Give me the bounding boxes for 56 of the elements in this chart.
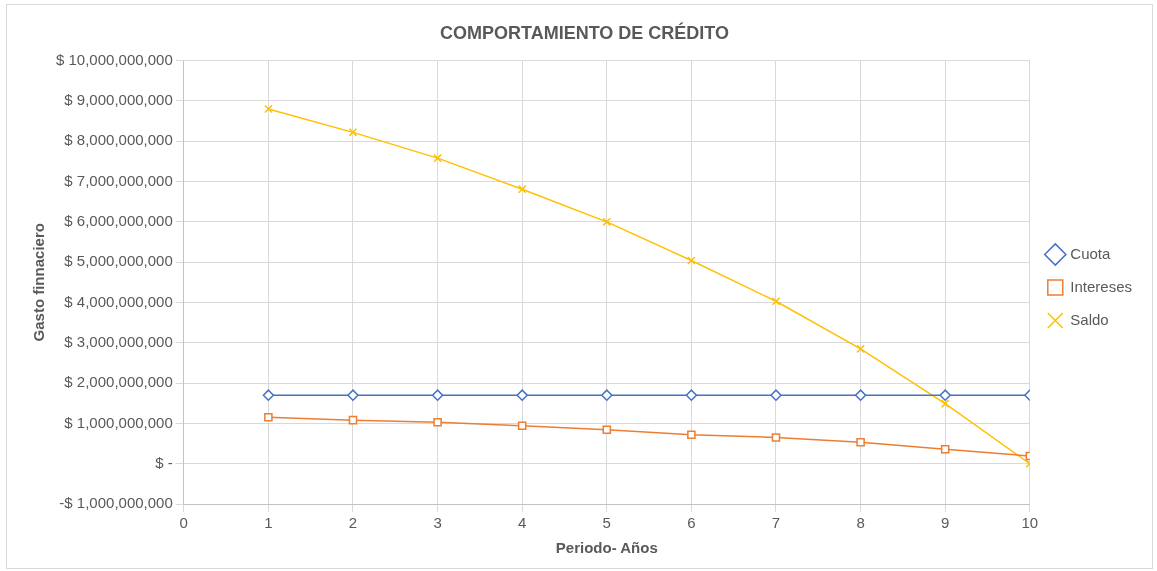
point (856, 344, 865, 354)
x-tick-label: 3 (433, 514, 442, 532)
point (264, 104, 273, 114)
point (433, 417, 442, 427)
y-tick-label: -$ 1,000,000,000 (59, 494, 173, 512)
point (687, 256, 696, 265)
y-tick-label: $ 10,000,000,000 (56, 50, 173, 68)
y-tick-label: $ 9,000,000,000 (64, 91, 173, 109)
x-tick-label: 2 (348, 514, 358, 532)
y-tick-label: $ 8,000,000,000 (64, 131, 173, 149)
point (940, 399, 950, 408)
point (687, 430, 696, 439)
point (431, 389, 444, 401)
x-tick-label: 1 (264, 514, 273, 532)
y-axis-title: Gasto finnaciero (30, 223, 48, 342)
x-tick-label: 0 (179, 514, 188, 532)
y-tick-label: $ 1,000,000,000 (64, 413, 173, 431)
point (601, 389, 613, 401)
point (854, 389, 867, 401)
point (770, 389, 782, 401)
y-tick-label: $ 7,000,000,000 (64, 171, 173, 189)
x-tick-label: 10 (1021, 514, 1039, 532)
point (602, 217, 612, 227)
point (348, 128, 358, 137)
x-tick-label: 9 (941, 514, 950, 532)
point (262, 389, 275, 401)
point (856, 438, 865, 447)
y-tick-label: $ 5,000,000,000 (64, 252, 173, 270)
x-tick-label: 6 (687, 514, 696, 532)
y-tick-label: $ - (155, 453, 173, 471)
y-tick-label: $ 4,000,000,000 (64, 292, 173, 310)
legend-label: Cuota (1070, 244, 1111, 262)
point (517, 421, 527, 431)
chart-title: COMPORTAMIENTO DE CRÉDITO (439, 21, 730, 43)
legend-label: Intereses (1070, 277, 1132, 295)
x-tick-label: 4 (518, 514, 527, 532)
legend-label: Saldo (1070, 310, 1109, 328)
point (771, 433, 781, 442)
point (347, 389, 359, 401)
point (939, 389, 951, 401)
x-tick-label: 8 (856, 514, 865, 532)
x-axis-title: Periodo- Años (555, 539, 658, 557)
point (602, 425, 612, 435)
point (771, 296, 781, 306)
x-tick-label: 7 (771, 514, 781, 532)
point (433, 153, 442, 163)
y-tick-label: $ 6,000,000,000 (64, 211, 173, 229)
point (940, 444, 950, 454)
point (517, 184, 527, 194)
point (264, 413, 273, 422)
point (685, 389, 698, 401)
point (516, 389, 528, 401)
x-tick-label: 5 (602, 514, 611, 532)
y-tick-label: $ 2,000,000,000 (64, 373, 173, 391)
y-tick-label: $ 3,000,000,000 (64, 332, 173, 350)
point (348, 415, 358, 425)
